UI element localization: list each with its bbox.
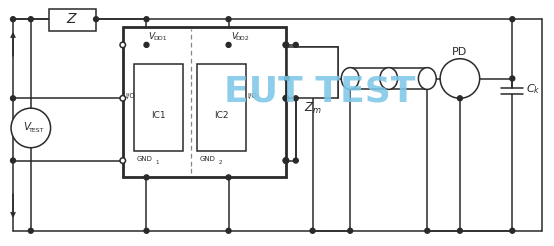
Circle shape xyxy=(458,228,463,233)
Circle shape xyxy=(284,42,289,47)
Text: I/O: I/O xyxy=(126,93,136,99)
Text: $V$: $V$ xyxy=(148,30,157,41)
Text: $V$: $V$ xyxy=(230,30,239,41)
Circle shape xyxy=(120,42,126,48)
Text: TEST: TEST xyxy=(29,128,44,133)
Circle shape xyxy=(11,158,16,163)
Circle shape xyxy=(28,228,33,233)
Circle shape xyxy=(11,96,16,101)
Text: EUT TEST: EUT TEST xyxy=(224,74,416,108)
Circle shape xyxy=(120,95,126,101)
Bar xyxy=(287,47,338,98)
Circle shape xyxy=(510,76,515,81)
Text: GND: GND xyxy=(137,155,152,162)
Circle shape xyxy=(144,17,149,22)
Text: $Z_m$: $Z_m$ xyxy=(304,101,321,116)
Bar xyxy=(134,64,183,151)
Circle shape xyxy=(458,96,463,101)
Text: DD1: DD1 xyxy=(153,36,167,42)
Circle shape xyxy=(293,42,298,47)
Text: PD: PD xyxy=(452,47,468,57)
Text: IC2: IC2 xyxy=(214,111,229,120)
Text: $V$: $V$ xyxy=(23,120,33,132)
Text: I/O: I/O xyxy=(247,93,257,99)
Circle shape xyxy=(348,228,353,233)
Circle shape xyxy=(510,17,515,22)
Circle shape xyxy=(310,228,315,233)
Ellipse shape xyxy=(380,68,398,89)
Text: 1: 1 xyxy=(155,160,159,165)
Bar xyxy=(197,64,247,151)
Circle shape xyxy=(226,17,231,22)
Circle shape xyxy=(144,175,149,180)
Circle shape xyxy=(144,42,149,47)
Text: DD2: DD2 xyxy=(235,36,249,42)
Circle shape xyxy=(284,96,289,101)
Circle shape xyxy=(144,228,149,233)
Ellipse shape xyxy=(341,68,359,89)
Circle shape xyxy=(11,17,16,22)
Circle shape xyxy=(510,228,515,233)
Circle shape xyxy=(226,42,231,47)
Circle shape xyxy=(293,158,298,163)
Circle shape xyxy=(293,96,298,101)
Text: IC1: IC1 xyxy=(151,111,166,120)
Circle shape xyxy=(11,108,50,148)
Text: $Z$: $Z$ xyxy=(66,12,78,26)
Circle shape xyxy=(425,228,430,233)
Circle shape xyxy=(284,158,289,163)
Text: 2: 2 xyxy=(219,160,222,165)
Circle shape xyxy=(226,175,231,180)
Circle shape xyxy=(94,17,99,22)
Text: $C_k$: $C_k$ xyxy=(526,82,541,96)
Circle shape xyxy=(120,158,126,163)
Circle shape xyxy=(283,42,289,48)
Bar xyxy=(123,27,286,177)
Circle shape xyxy=(440,59,480,98)
Ellipse shape xyxy=(418,68,436,89)
Circle shape xyxy=(226,228,231,233)
Text: GND: GND xyxy=(200,155,216,162)
Circle shape xyxy=(283,95,289,101)
Circle shape xyxy=(283,158,289,163)
Bar xyxy=(49,9,96,31)
Circle shape xyxy=(28,17,33,22)
Circle shape xyxy=(284,76,289,81)
